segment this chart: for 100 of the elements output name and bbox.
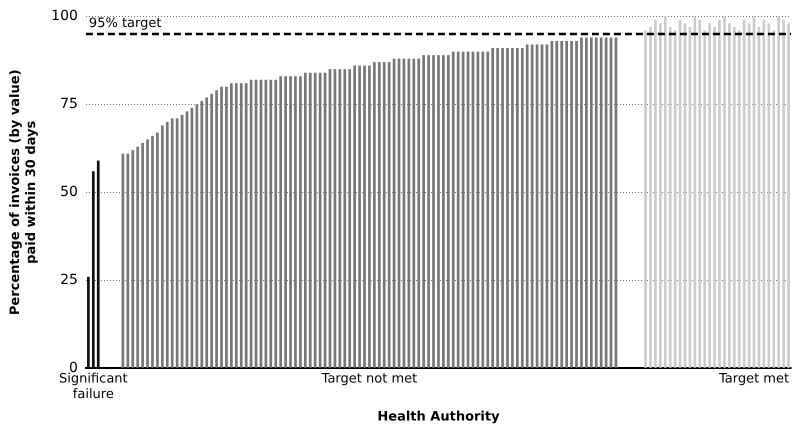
bar: [343, 69, 346, 368]
bar: [782, 20, 785, 368]
bar: [526, 44, 529, 368]
bar: [126, 154, 130, 368]
bar: [511, 48, 514, 368]
bar: [713, 26, 716, 368]
bar: [136, 146, 140, 368]
bar: [550, 41, 554, 368]
bar: [131, 150, 134, 368]
bar: [348, 69, 352, 368]
bar: [594, 38, 598, 368]
bar: [146, 140, 149, 368]
bar: [314, 72, 317, 368]
bar: [604, 38, 608, 368]
bar: [446, 55, 450, 368]
bar: [378, 62, 381, 368]
y-tick-label: 50: [60, 184, 78, 200]
bar: [122, 154, 124, 368]
bar: [516, 48, 519, 368]
bar: [654, 20, 657, 368]
bar: [585, 38, 588, 368]
y-tick-label: 25: [60, 272, 78, 288]
bar: [758, 26, 760, 368]
bar: [417, 58, 420, 368]
bar: [156, 132, 159, 368]
bar: [408, 58, 410, 368]
bar: [787, 23, 790, 368]
bar: [486, 52, 490, 368]
bar: [472, 52, 474, 368]
bar: [580, 38, 583, 368]
y-tick-label: 100: [51, 8, 78, 24]
bar: [575, 41, 578, 368]
bar: [328, 69, 332, 368]
bar: [260, 80, 262, 368]
bar: [244, 83, 248, 368]
bar: [565, 41, 568, 368]
bar: [644, 30, 647, 368]
bar: [308, 72, 312, 368]
bar: [728, 23, 731, 368]
bar: [688, 26, 692, 368]
bar: [274, 80, 278, 368]
bar: [772, 30, 776, 368]
bar: [748, 23, 750, 368]
bar: [304, 72, 307, 368]
bar: [234, 83, 238, 368]
bar: [427, 55, 430, 368]
bar: [338, 69, 342, 368]
bar: [289, 76, 292, 368]
bar: [684, 23, 686, 368]
bar: [570, 41, 573, 368]
bar: [718, 20, 721, 368]
bar: [230, 83, 233, 368]
bar: [363, 66, 366, 368]
bar: [299, 76, 302, 368]
bar: [708, 23, 711, 368]
bar: [600, 38, 603, 368]
bar: [87, 276, 90, 368]
bar: [200, 100, 204, 368]
y-tick-label: 75: [60, 96, 78, 112]
bar: [481, 52, 484, 368]
bar: [614, 38, 618, 368]
bar: [269, 80, 272, 368]
x-axis-title: Health Authority: [377, 410, 500, 425]
bar: [279, 76, 282, 368]
bar: [752, 16, 756, 368]
bar: [506, 48, 509, 368]
bar: [674, 30, 676, 368]
bar: [166, 122, 169, 368]
bar: [723, 16, 726, 368]
bar: [170, 118, 174, 368]
bar: [186, 111, 188, 368]
bar: [254, 80, 258, 368]
bar: [536, 44, 538, 368]
bar: [442, 55, 445, 368]
bar: [501, 48, 504, 368]
ref-line-label: 95% target: [88, 16, 162, 31]
bar: [210, 94, 214, 368]
bar: [560, 41, 564, 368]
bar: [240, 83, 243, 368]
bar: [215, 90, 218, 368]
bar: [540, 44, 544, 368]
bar: [220, 86, 223, 368]
bar: [284, 76, 287, 368]
bar: [456, 52, 460, 368]
bar: [496, 48, 499, 368]
bar: [382, 62, 386, 368]
bar: [530, 44, 534, 368]
bar: [466, 52, 470, 368]
bar: [180, 114, 184, 368]
bar: [92, 171, 95, 368]
bar: [176, 118, 178, 368]
bar: [462, 52, 464, 368]
x-tick-label: Target met: [718, 371, 790, 386]
bar: [96, 160, 100, 368]
bar: [264, 80, 268, 368]
bar: [762, 20, 766, 368]
bar: [520, 48, 524, 368]
bar: [294, 76, 297, 368]
bar: [398, 58, 400, 368]
x-tick-label: Target not met: [320, 371, 418, 386]
